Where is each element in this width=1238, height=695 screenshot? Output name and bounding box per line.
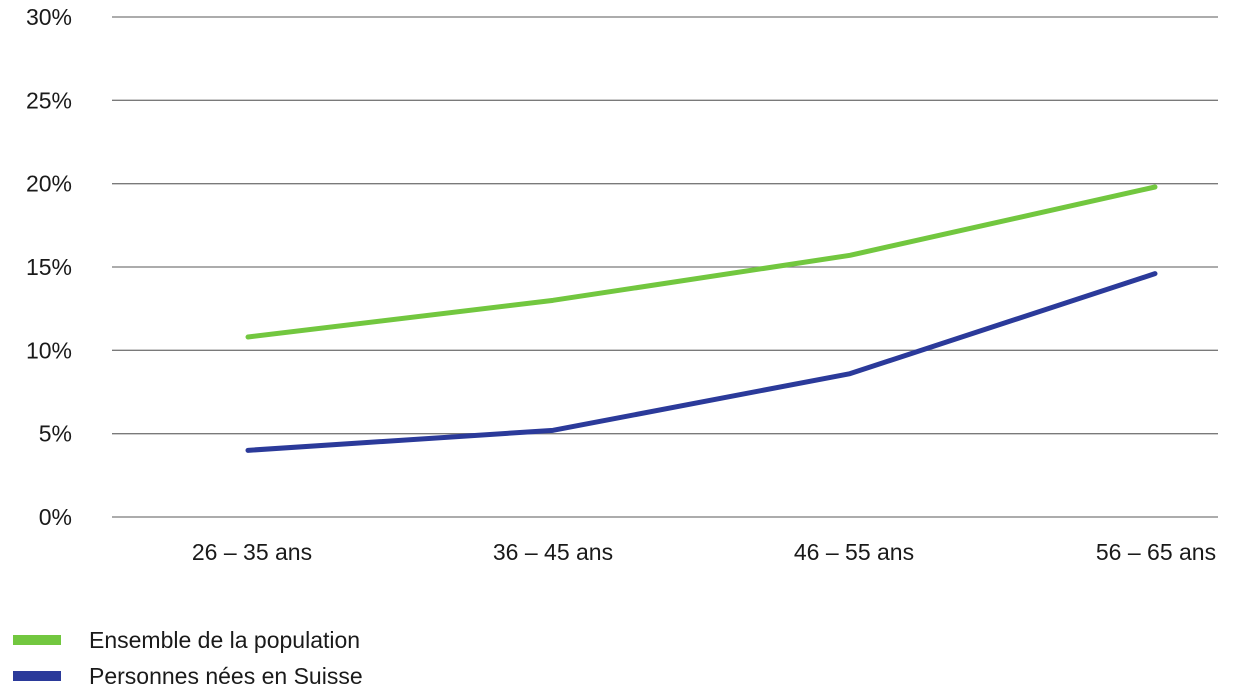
legend: Ensemble de la population Personnes nées… [0,622,700,694]
series-line-suisse [245,271,1158,453]
legend-label-suisse: Personnes nées en Suisse [89,662,363,689]
x-axis-ticks: 26 – 35 ans 36 – 45 ans 46 – 55 ans 56 – 65… [192,539,1216,565]
legend-item-ensemble: Ensemble de la population [0,622,700,658]
y-tick-label: 5% [39,421,72,447]
legend-swatch-ensemble [13,635,61,645]
y-tick-label: 20% [26,171,72,197]
x-tick-label: 26 – 35 ans [192,539,312,565]
y-tick-label: 10% [26,337,72,363]
y-axis-ticks: 0% 5% 10% 15% 20% 25% 30% [26,4,72,530]
x-tick-label: 36 – 45 ans [493,539,613,565]
line-chart: 0% 5% 10% 15% 20% 25% 30% 26 – 35 ans 36 – 45 a… [26,4,1218,565]
legend-swatch-suisse [13,671,61,681]
legend-item-suisse: Personnes nées en Suisse [0,658,700,694]
x-tick-label: 46 – 55 ans [794,539,914,565]
y-tick-label: 25% [26,87,72,113]
y-tick-label: 30% [26,4,72,30]
series-lines [245,184,1158,453]
y-tick-label: 15% [26,254,72,280]
legend-label-ensemble: Ensemble de la population [89,626,361,653]
y-tick-label: 0% [39,504,72,530]
series-line-ensemble [245,184,1158,340]
x-tick-label: 56 – 65 ans [1096,539,1216,565]
grid-lines [112,16,1218,518]
